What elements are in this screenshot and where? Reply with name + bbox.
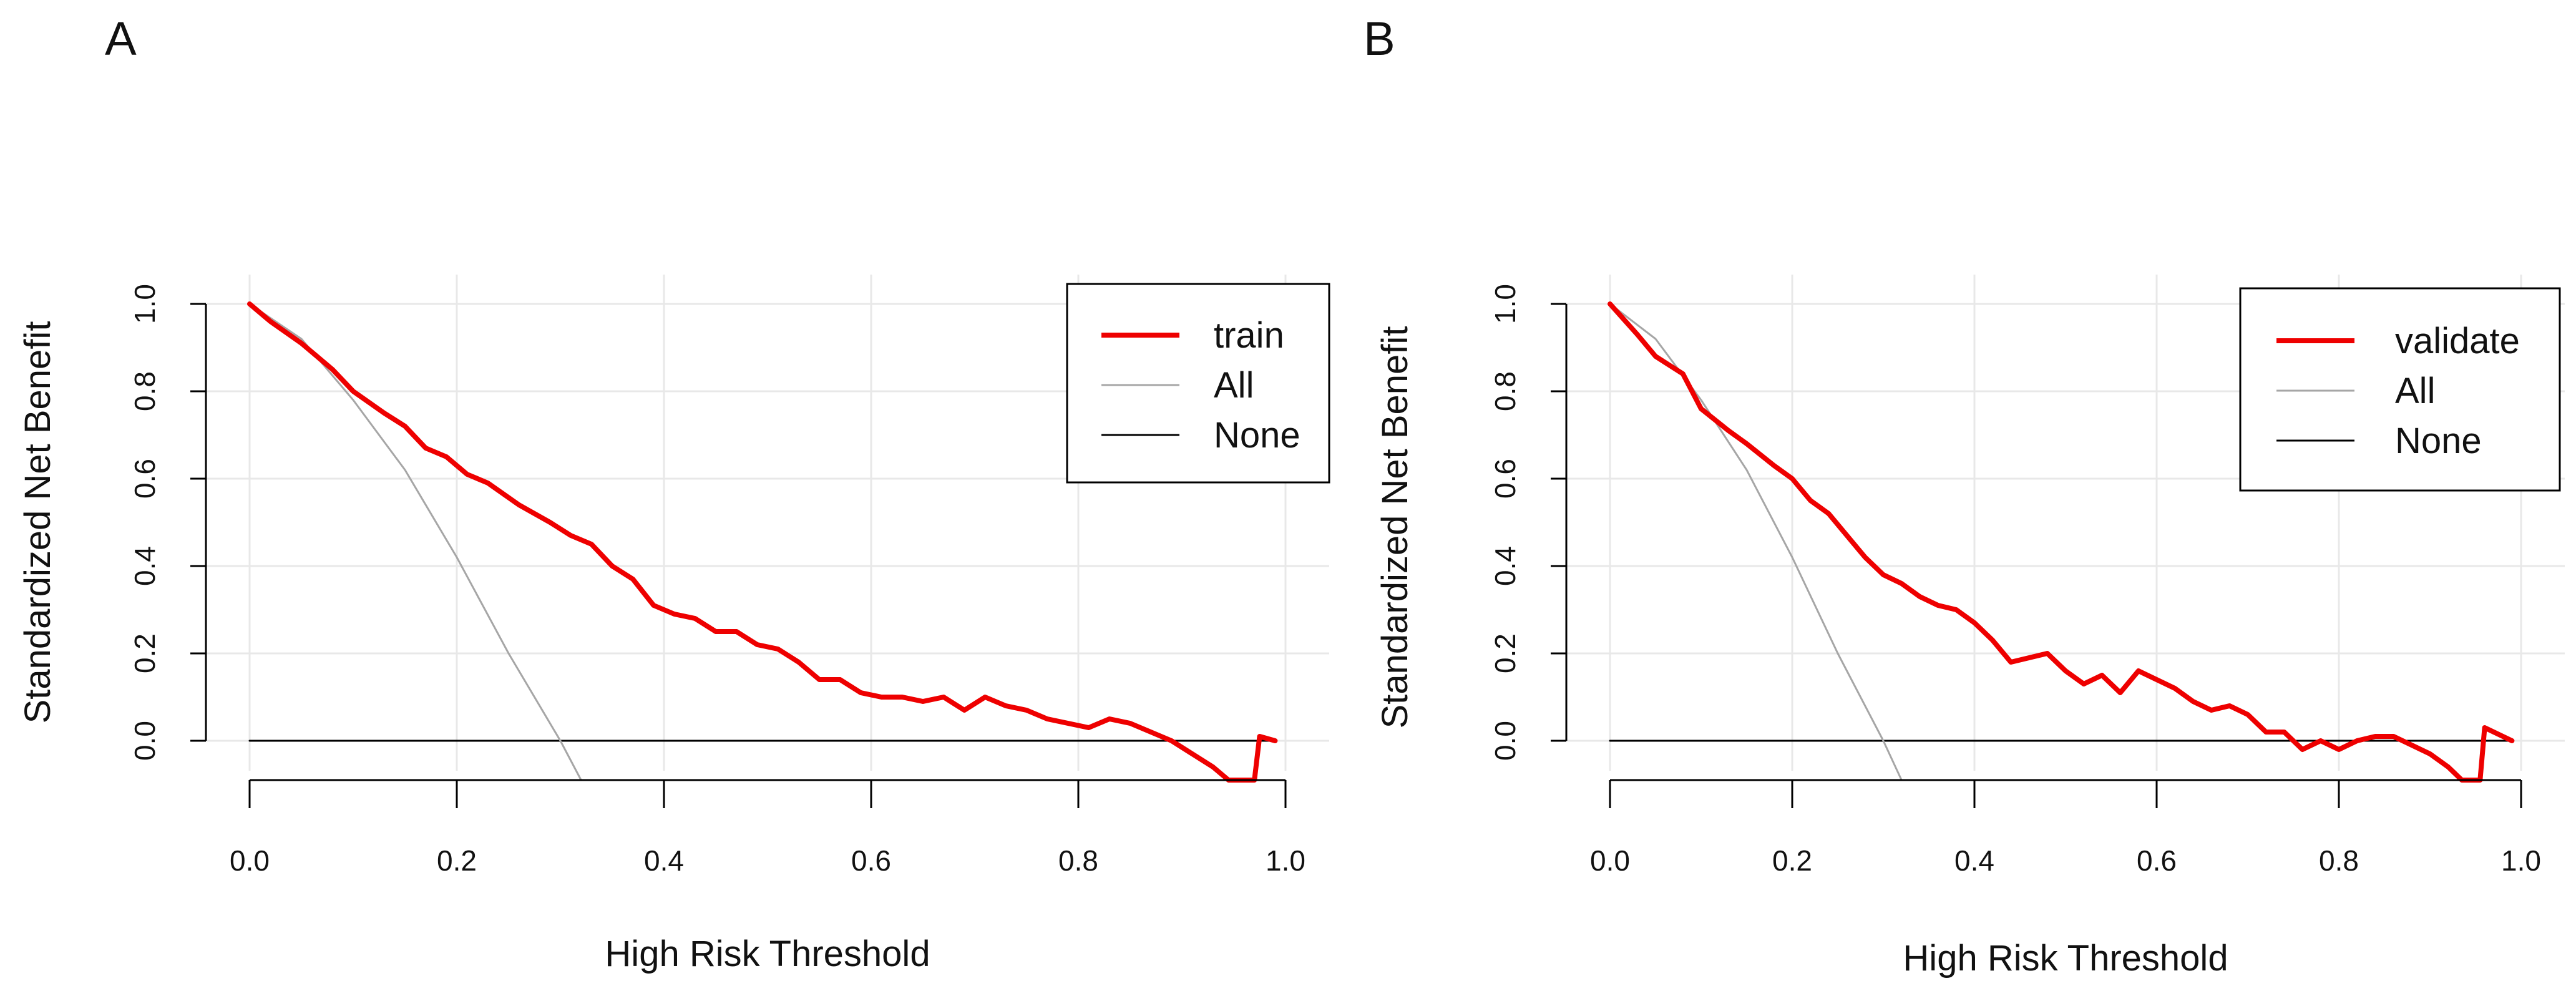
panel-b-xtick-label: 0.6 — [2137, 844, 2177, 877]
panel-a-legend-label-all: All — [1214, 365, 1254, 406]
panel-a-x-axis-title: High Risk Threshold — [605, 934, 930, 974]
panel-a-legend-label-train: train — [1214, 315, 1284, 356]
panel-a-legend-box — [1066, 283, 1330, 484]
panel-a: A 0.0 0.2 0.4 0.6 0.8 1.0 0.0 0.2 0.4 0.… — [17, 12, 1330, 974]
panel-a-xtick-label: 0.8 — [1058, 844, 1098, 877]
panel-a-xtick-label: 0.6 — [851, 844, 891, 877]
panel-a-ytick-label: 0.0 — [129, 721, 161, 761]
panel-a-ytick-label: 1.0 — [129, 284, 161, 324]
panel-b-ytick-label: 1.0 — [1489, 284, 1521, 324]
panel-a-ytick-label: 0.2 — [129, 633, 161, 673]
panel-b-ticks — [1551, 303, 2522, 808]
panel-a-y-axis-title: Standardized Net Benefit — [17, 321, 58, 724]
panel-b-ytick-label: 0.2 — [1489, 633, 1521, 673]
panel-a-legend: train All None — [1066, 283, 1330, 484]
panel-b-letter: B — [1364, 12, 1395, 66]
panel-a-series-train-line — [247, 301, 1278, 783]
panel-b-ytick-label: 0.0 — [1489, 721, 1521, 761]
panel-b-ytick-label: 0.6 — [1489, 459, 1521, 499]
panel-a-xtick-label: 1.0 — [1266, 844, 1305, 877]
panel-b-series — [1608, 301, 2515, 783]
panel-b-grid — [1566, 275, 2565, 771]
panel-a-ytick-label: 0.8 — [129, 371, 161, 411]
panel-b-x-axis-title: High Risk Threshold — [1903, 938, 2228, 979]
panel-b: B 0.0 0.2 0.4 0.6 0.8 1.0 0.0 0.2 0.4 0.… — [1364, 12, 2565, 979]
panel-b-legend-box — [2239, 287, 2561, 492]
panel-b-legend-label-all: All — [2395, 371, 2435, 411]
panel-a-xtick-label: 0.4 — [644, 844, 684, 877]
panel-b-axes — [1565, 304, 2521, 781]
panel-b-y-axis-title: Standardized Net Benefit — [1375, 326, 1415, 729]
panel-b-ytick-label: 0.4 — [1489, 546, 1521, 586]
panel-b-ytick-label: 0.8 — [1489, 371, 1521, 411]
panel-a-ticks — [190, 303, 1287, 808]
panel-b-series-validate-line — [1608, 301, 2515, 783]
panel-a-letter: A — [105, 12, 137, 66]
panel-a-series-all-line — [248, 303, 582, 781]
panel-a-xtick-label: 0.0 — [230, 844, 270, 877]
panel-b-legend-label-none: None — [2395, 421, 2482, 461]
panel-a-ytick-label: 0.4 — [129, 546, 161, 586]
panel-b-xtick-label: 0.0 — [1590, 844, 1630, 877]
panel-b-xtick-label: 0.2 — [1772, 844, 1812, 877]
panel-a-legend-label-none: None — [1214, 415, 1300, 456]
panel-a-series — [247, 301, 1278, 783]
panel-a-xtick-label: 0.2 — [437, 844, 477, 877]
panel-b-xtick-label: 1.0 — [2501, 844, 2541, 877]
panel-a-ytick-label: 0.6 — [129, 459, 161, 499]
panel-b-legend: validate All None — [2239, 287, 2561, 492]
panel-a-axes — [205, 304, 1286, 781]
panel-b-xtick-label: 0.8 — [2319, 844, 2359, 877]
panel-b-legend-label-validate: validate — [2395, 321, 2520, 361]
panel-b-xtick-label: 0.4 — [1954, 844, 1994, 877]
panel-b-series-all-line — [1609, 303, 1903, 781]
